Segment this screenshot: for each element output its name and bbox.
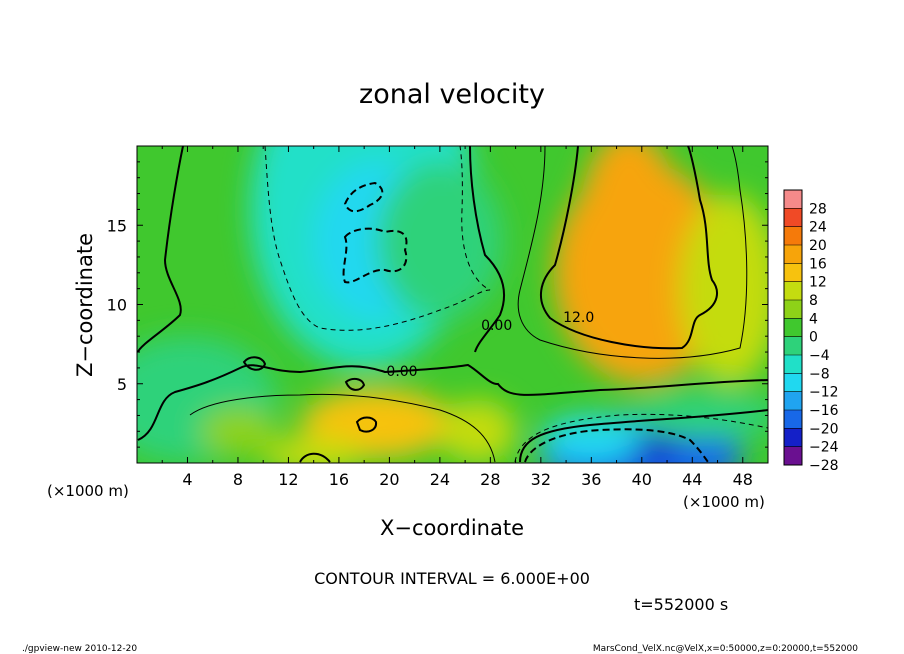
contour-lines xyxy=(137,146,768,463)
contour-six-bottom-left xyxy=(299,452,331,463)
y-axis-label: Z−coordinate xyxy=(73,233,97,377)
heatmap-blob-13 xyxy=(338,409,390,441)
colorbar-label: −20 xyxy=(809,421,839,437)
colorbar-swatch xyxy=(784,190,802,209)
colorbar-label: −28 xyxy=(809,458,839,474)
colorbar-swatch xyxy=(784,355,802,374)
y-axis-ticks: 5 10 15 xyxy=(107,161,768,448)
colorbar-swatch xyxy=(784,208,802,227)
contour-six-lower xyxy=(189,393,496,463)
contour-label-2: 12.0 xyxy=(563,310,594,326)
time-label: t=552000 s xyxy=(634,595,728,614)
colorbar-label: −16 xyxy=(809,403,839,419)
x-tick-label: 44 xyxy=(682,470,702,489)
heatmap-blob-15 xyxy=(263,436,365,463)
y-tick-label: 15 xyxy=(107,216,127,235)
x-tick-label: 16 xyxy=(329,470,349,489)
contour-zero-middle xyxy=(137,363,768,441)
colorbar-label: 20 xyxy=(809,238,827,254)
colorbar-swatch xyxy=(784,391,802,410)
heatmap-blob-3 xyxy=(376,161,503,321)
colorbar-swatch xyxy=(784,245,802,264)
colorbar-swatch xyxy=(784,318,802,337)
contour-zero-loop-b xyxy=(344,377,366,391)
colorbar-swatch xyxy=(784,410,802,429)
colorbar-label: −8 xyxy=(809,366,830,382)
colorbar-label: 12 xyxy=(809,275,827,291)
colorbar-frame xyxy=(783,189,803,466)
y-units-label: (×1000 m) xyxy=(47,482,129,500)
colorbar-label: 16 xyxy=(809,256,827,272)
x-tick-label: 24 xyxy=(430,470,450,489)
contour-zero-right xyxy=(469,146,505,353)
colorbar-label: −24 xyxy=(809,440,839,456)
x-tick-label: 20 xyxy=(379,470,399,489)
contour-twelve-small xyxy=(355,416,378,433)
colorbar-label: 0 xyxy=(809,330,818,346)
contour-neg-twelve-a xyxy=(342,227,408,284)
colorbar-label: −4 xyxy=(809,348,830,364)
contour-neg-six-thin xyxy=(264,146,491,331)
x-units-label: (×1000 m) xyxy=(683,493,765,511)
y-tick-label: 5 xyxy=(117,375,127,394)
x-axis-label: X−coordinate xyxy=(380,516,524,540)
heatmap-blob-16 xyxy=(200,407,276,456)
program-label: ./gpview-new 2010-12-20 xyxy=(22,644,137,654)
heatmap-blob-7 xyxy=(591,264,693,345)
x-tick-label: 36 xyxy=(581,470,601,489)
contour-neg-six-bottom xyxy=(514,413,768,463)
contour-zero-left xyxy=(137,146,184,353)
contour-label-1: 0.00 xyxy=(481,318,512,334)
x-tick-label: 40 xyxy=(632,470,652,489)
x-tick-label: 4 xyxy=(182,470,192,489)
colorbar-swatch xyxy=(784,428,802,447)
y-tick-label: 10 xyxy=(107,296,127,315)
heatmap-field: 0.00 0.00 12.0 xyxy=(137,146,768,463)
x-axis-ticks: 4 8 12 16 20 24 28 32 36 40 44 48 xyxy=(161,146,753,489)
colorbar-swatch xyxy=(784,281,802,300)
colorbar-label: 8 xyxy=(809,293,818,309)
colorbar-swatch xyxy=(784,300,802,319)
colorbar-swatch xyxy=(784,226,802,245)
contour-six-thin xyxy=(517,146,748,359)
contour-zero-lower xyxy=(519,409,768,463)
contour-zero-loop xyxy=(242,356,267,371)
x-tick-label: 8 xyxy=(233,470,243,489)
contour-neg-twelve-bottom xyxy=(524,428,709,463)
colorbar-label: 4 xyxy=(809,311,818,327)
contour-interval-text: CONTOUR INTERVAL = 6.000E+00 xyxy=(314,569,590,588)
chart-title: zonal velocity xyxy=(359,79,545,110)
colorbar-swatch xyxy=(784,373,802,392)
colorbar-swatch xyxy=(784,263,802,282)
colorbar-label: 24 xyxy=(809,220,827,236)
x-tick-label: 32 xyxy=(531,470,551,489)
colorbar-label: 28 xyxy=(809,201,827,217)
contour-labels: 0.00 0.00 12.0 xyxy=(386,310,594,380)
x-tick-label: 28 xyxy=(480,470,500,489)
contour-twelve xyxy=(539,146,718,350)
heatmap-blob-17 xyxy=(629,391,768,440)
x-tick-label: 48 xyxy=(733,470,753,489)
heatmap-blob-14 xyxy=(439,399,516,463)
x-tick-label: 12 xyxy=(278,470,298,489)
contour-label-0: 0.00 xyxy=(386,364,417,380)
colorbar-swatch xyxy=(784,446,802,465)
colorbar-label: −12 xyxy=(809,385,839,401)
colorbar: 28 24 20 16 12 8 4 0 −4 −8 −12 −16 −20 −24 −28 xyxy=(783,189,839,474)
colorbar-swatch xyxy=(784,336,802,355)
source-label: MarsCond_VelX.nc@VelX,x=0:50000,z=0:2000… xyxy=(593,644,858,654)
